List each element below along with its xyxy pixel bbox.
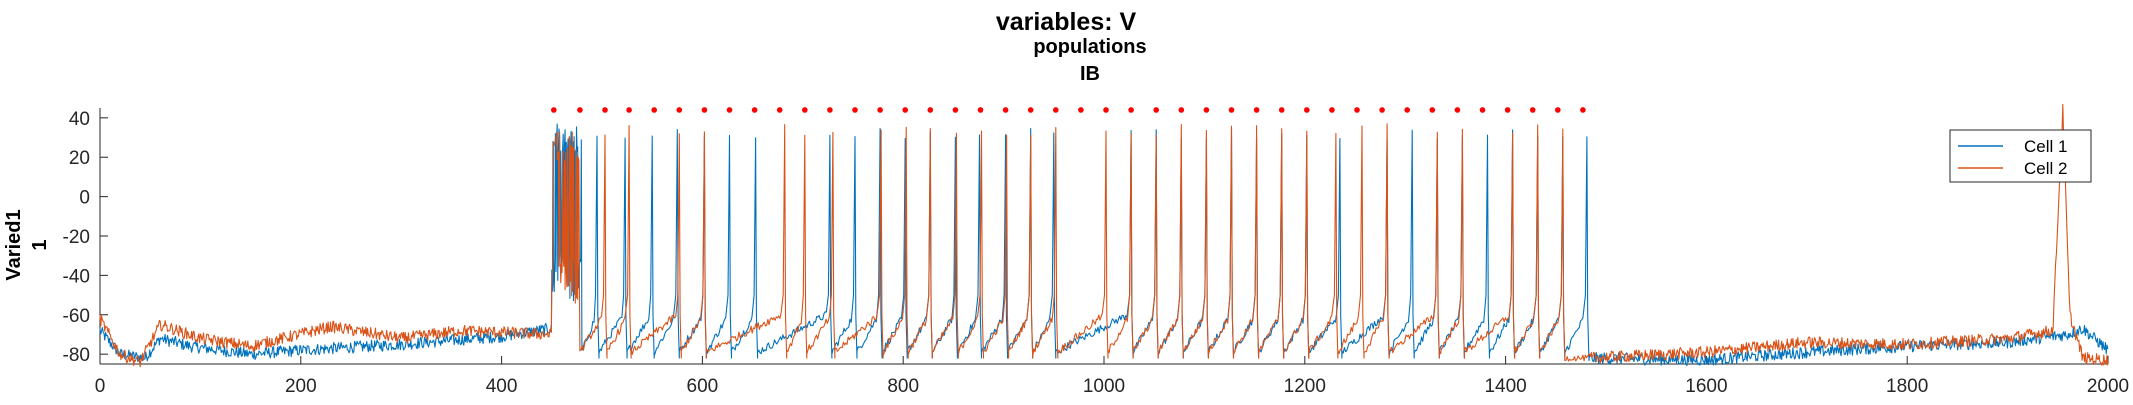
event-marker: [1454, 107, 1461, 113]
event-marker: [1002, 107, 1009, 113]
x-tick-label: 1200: [1284, 376, 1326, 397]
series-line-1: [99, 123, 2109, 367]
y-tick-label: -40: [63, 266, 90, 287]
event-marker: [651, 107, 658, 113]
event-marker: [776, 107, 783, 113]
y-axis-label-line-1: Varied1: [3, 209, 25, 280]
event-marker: [902, 107, 909, 113]
x-tick-label: 1800: [1886, 376, 1928, 397]
y-axis-label-line-2: 1: [29, 239, 51, 250]
event-marker: [1354, 107, 1360, 113]
event-marker: [877, 107, 883, 113]
event-marker: [1479, 107, 1486, 113]
x-tick-label: 600: [687, 376, 719, 397]
event-marker: [626, 107, 632, 113]
y-tick-label: -60: [63, 306, 90, 327]
event-marker: [1580, 107, 1586, 113]
x-tick-label: 1000: [1083, 376, 1125, 397]
y-tick-label: -20: [63, 227, 90, 248]
event-marker: [1404, 107, 1411, 113]
event-marker: [1278, 107, 1285, 113]
event-marker: [1153, 107, 1160, 113]
event-marker: [977, 107, 984, 113]
x-tick-label: 200: [285, 376, 317, 397]
x-tick-label: 1600: [1685, 376, 1727, 397]
legend-box: [1949, 129, 2092, 183]
plot-area: 0 200 400 600 800 1000 1200 1400 1600 1800 2000-80…: [63, 103, 2129, 397]
event-marker: [726, 107, 733, 113]
y-tick-label: -80: [63, 345, 90, 366]
event-marker: [1228, 107, 1235, 113]
event-marker: [1078, 107, 1084, 113]
event-marker: [602, 107, 608, 113]
series-line-2: [99, 103, 2109, 368]
x-tick-label: 800: [887, 376, 919, 397]
event-marker: [1053, 107, 1059, 113]
event-marker: [852, 107, 858, 113]
y-tick-label: 0: [79, 188, 90, 209]
event-marker: [1178, 107, 1185, 113]
y-tick-label: 40: [69, 109, 90, 130]
legend-label-cell-1: Cell 1: [2024, 137, 2067, 156]
x-tick-label: 0: [95, 376, 106, 397]
event-marker: [1555, 107, 1561, 113]
event-marker: [1304, 107, 1310, 113]
event-marker: [927, 107, 934, 113]
event-marker: [1103, 107, 1109, 113]
x-tick-label: 2000: [2087, 376, 2129, 397]
chart-title: variables: V: [996, 8, 1137, 36]
legend-label-cell-2: Cell 2: [2024, 159, 2067, 178]
chart-subtitle-line-1: populations: [1033, 36, 1146, 58]
event-marker: [551, 107, 557, 113]
event-marker: [1504, 107, 1511, 113]
event-marker: [827, 107, 833, 113]
chart-subtitle-line-2: IB: [1080, 63, 1100, 85]
y-tick-label: 20: [69, 148, 90, 169]
event-marker: [952, 107, 959, 113]
event-marker: [577, 107, 583, 113]
x-tick-label: 1400: [1484, 376, 1526, 397]
event-marker: [1128, 107, 1134, 113]
event-marker: [1027, 107, 1034, 113]
event-marker: [1379, 107, 1385, 113]
event-marker: [676, 107, 683, 113]
event-marker: [1253, 107, 1260, 113]
event-marker: [1203, 107, 1210, 113]
legend: Cell 1 Cell 2: [1949, 129, 2092, 183]
event-marker: [701, 107, 708, 113]
event-marker: [1429, 107, 1436, 113]
event-marker: [751, 107, 758, 113]
x-tick-label: 400: [486, 376, 518, 397]
event-marker: [1329, 107, 1335, 113]
event-marker: [802, 107, 808, 113]
event-marker: [1529, 107, 1536, 113]
